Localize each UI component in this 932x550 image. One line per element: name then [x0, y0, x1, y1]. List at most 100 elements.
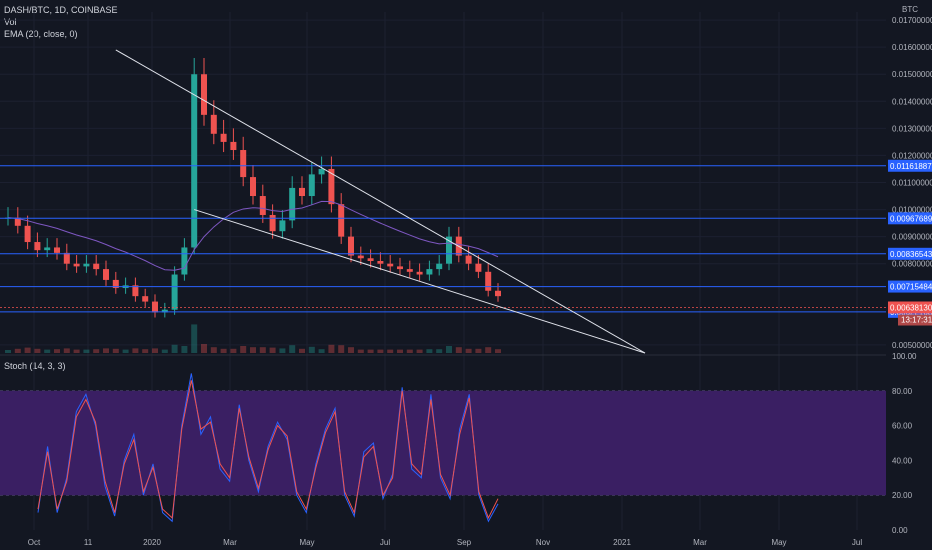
price-badges: 0.01161887 0.00967689 0.00836543 0.00715484…	[888, 159, 932, 326]
horizontal-price-lines[interactable]	[0, 165, 886, 313]
volume-bar	[122, 349, 129, 353]
candle-body	[161, 309, 168, 313]
volume-bar	[191, 324, 198, 353]
volume-bar	[210, 347, 217, 353]
time-tick-label: 11	[84, 538, 93, 547]
price-tick-label: 0.01000000	[892, 206, 932, 215]
volume-bar	[328, 344, 335, 353]
volume-bar	[485, 347, 492, 353]
candle-body	[54, 247, 60, 253]
countdown-label: 13:17:31	[901, 315, 932, 324]
stoch-axis[interactable]: 100.00 80.00 60.00 40.00 20.00 0.00	[892, 352, 917, 535]
price-line-label: 0.00967689	[890, 214, 932, 223]
candle-body	[377, 260, 384, 264]
price-tick-label: 0.01100000	[892, 179, 932, 188]
candle-body	[367, 258, 374, 261]
stoch-tick-label: 40.00	[892, 456, 913, 465]
volume-bar	[416, 349, 423, 353]
price-tick-label: 0.00800000	[892, 260, 932, 269]
volume-bar	[201, 344, 207, 353]
price-tick-label: 0.01300000	[892, 124, 932, 133]
candle-body	[44, 247, 51, 251]
time-tick-label: May	[299, 538, 314, 547]
candle-body	[446, 236, 452, 264]
volume-bar	[406, 349, 413, 353]
volume-bar	[338, 345, 345, 353]
candle-body	[103, 269, 109, 280]
lower-trendline	[194, 209, 646, 354]
candle-body	[465, 255, 472, 264]
candle-body	[93, 263, 100, 270]
candle-body	[475, 263, 482, 272]
symbol-title: DASH/BTC, 1D, COINBASE	[4, 5, 118, 15]
volume-bar	[308, 346, 315, 353]
volume-bar	[426, 349, 433, 353]
price-axis[interactable]: 0.01700000 0.01600000 0.01500000 0.01400000…	[892, 16, 932, 350]
volume-bar	[83, 349, 90, 353]
price-line-label: 0.00715484	[890, 283, 932, 292]
candle-body	[485, 271, 492, 291]
time-tick-label: Jul	[852, 538, 862, 547]
candle-body	[63, 252, 70, 264]
volume-bars	[5, 324, 501, 353]
time-tick-label: Nov	[536, 538, 550, 547]
candle-body	[259, 196, 266, 215]
time-tick-label: 2021	[613, 538, 631, 547]
price-line-label: 0.01161887	[890, 162, 932, 171]
candle-body	[338, 204, 345, 237]
candle-body	[24, 225, 31, 243]
volume-bar	[348, 347, 354, 353]
volume-bar	[5, 350, 11, 353]
stoch-d-line	[37, 380, 499, 520]
candle-body	[14, 217, 21, 226]
price-line-label: 0.00836543	[890, 250, 932, 259]
volume-bar	[73, 349, 80, 353]
vol-label: Vol	[4, 17, 17, 27]
volume-bar	[181, 346, 188, 353]
candle-body	[240, 150, 247, 178]
candle-body	[152, 301, 158, 313]
volume-bar	[299, 348, 305, 353]
ema-line	[7, 200, 499, 271]
price-tick-label: 0.01200000	[892, 151, 932, 160]
candle-body	[348, 236, 354, 256]
time-tick-label: 2020	[143, 538, 161, 547]
volume-bar	[367, 349, 374, 353]
candle-body	[406, 269, 413, 272]
stoch-label: Stoch (14, 3, 3)	[4, 361, 66, 371]
time-axis[interactable]: Oct 11 2020 Mar May Jul Sep Nov 2021 Mar May Jul	[28, 538, 863, 547]
candle-body	[289, 187, 296, 221]
volume-bar	[44, 349, 51, 353]
volume-bar	[279, 348, 286, 353]
volume-bar	[112, 348, 119, 353]
candle-body	[112, 279, 119, 289]
volume-bar	[377, 349, 384, 353]
candle-body	[426, 269, 433, 275]
volume-bar	[357, 349, 364, 353]
volume-bar	[24, 347, 31, 353]
candle-body	[269, 214, 276, 232]
stoch-tick-label: 20.00	[892, 491, 913, 500]
candle-body	[328, 168, 335, 205]
volume-bar	[495, 349, 501, 353]
price-line-badge	[888, 247, 932, 260]
price-tick-label: 0.01600000	[892, 43, 932, 52]
price-line-badge	[888, 280, 932, 293]
wedge-trendlines[interactable]	[115, 49, 646, 354]
volume-bar	[259, 347, 266, 353]
price-line-badge	[888, 159, 932, 172]
time-tick-label: May	[771, 538, 786, 547]
time-tick-label: Sep	[457, 538, 472, 547]
volume-bar	[103, 348, 109, 353]
price-tick-label: 0.01500000	[892, 70, 932, 79]
currency-label: BTC	[902, 5, 918, 14]
candle-body	[357, 255, 364, 259]
candle-body	[416, 271, 423, 275]
candle-body	[387, 263, 394, 267]
volume-bar	[161, 349, 168, 353]
candle-body	[132, 285, 139, 297]
volume-bar	[152, 348, 158, 353]
upper-trendline	[115, 49, 646, 354]
volume-bar	[436, 349, 443, 353]
